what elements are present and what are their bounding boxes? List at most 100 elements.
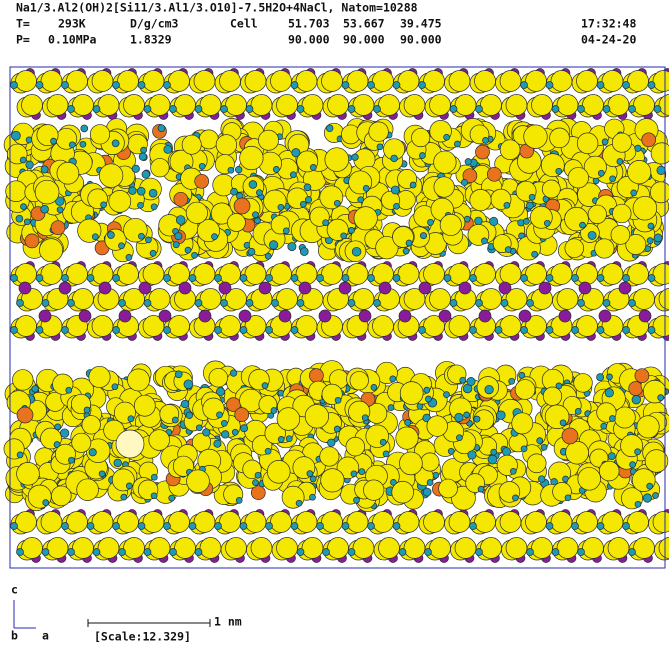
hydrogen — [546, 82, 553, 89]
oxygen — [47, 95, 68, 116]
oxygen — [175, 538, 196, 559]
hydrogen — [648, 275, 655, 282]
oxygen — [363, 480, 384, 501]
hydrogen — [144, 549, 151, 556]
oxygen — [227, 213, 245, 231]
hydrogen — [538, 476, 545, 483]
ion — [195, 174, 209, 188]
hydrogen — [99, 471, 105, 477]
oxygen — [424, 264, 445, 285]
oxygen — [379, 538, 400, 559]
page: {"header": { "title": "Na1/3.Al2(OH)2[Si… — [0, 0, 669, 648]
hydrogen — [84, 407, 90, 413]
aluminium — [19, 282, 31, 294]
hydrogen — [572, 275, 579, 282]
hydrogen — [654, 234, 662, 242]
oxygen — [500, 512, 521, 533]
label: T= — [16, 17, 30, 31]
hydrogen — [597, 327, 604, 334]
hydrogen — [456, 435, 462, 441]
oxygen — [328, 538, 349, 559]
oxygen — [175, 95, 196, 116]
hydrogen — [565, 495, 571, 501]
hydrogen — [114, 459, 122, 467]
hydrogen — [380, 439, 386, 445]
hydrogen — [552, 106, 559, 113]
hydrogen — [62, 275, 69, 282]
hydrogen — [291, 82, 298, 89]
oxygen — [599, 461, 619, 481]
hydrogen — [648, 223, 654, 229]
aluminium — [279, 310, 291, 322]
oxygen — [557, 538, 578, 559]
hydrogen — [454, 141, 460, 147]
hydrogen — [290, 172, 296, 178]
oxygen — [628, 512, 649, 533]
oxygen — [127, 369, 149, 391]
hydrogen — [317, 275, 324, 282]
oxygen — [398, 512, 419, 533]
hydrogen — [597, 82, 604, 89]
hydrogen — [510, 468, 516, 474]
oxygen — [470, 189, 491, 210]
hydrogen — [603, 106, 610, 113]
oxygen — [149, 289, 170, 310]
hydrogen — [278, 436, 284, 442]
oxygen — [134, 395, 155, 416]
oxygen — [577, 133, 598, 154]
oxygen — [245, 512, 266, 533]
oxygen — [296, 316, 317, 337]
oxygen — [92, 71, 113, 92]
hydrogen — [603, 300, 610, 307]
oxygen — [430, 289, 451, 310]
oxygen — [328, 95, 349, 116]
oxygen — [200, 289, 221, 310]
hydrogen — [138, 523, 145, 530]
oxygen — [347, 264, 368, 285]
hydrogen — [334, 200, 340, 206]
oxygen — [551, 264, 572, 285]
aluminium — [339, 282, 351, 294]
hydrogen — [575, 408, 581, 414]
hydrogen — [304, 184, 311, 191]
hydrogen — [80, 141, 86, 147]
hydrogen — [129, 187, 137, 195]
oxygen — [277, 289, 298, 310]
oxygen — [353, 538, 374, 559]
oxygen — [92, 264, 113, 285]
oxygen — [353, 289, 374, 310]
hydrogen — [648, 82, 655, 89]
oxygen — [67, 512, 88, 533]
oxygen — [92, 316, 113, 337]
hydrogen — [246, 106, 253, 113]
oxygen — [12, 370, 33, 391]
hydrogen — [653, 493, 659, 499]
oxygen — [325, 148, 349, 172]
aluminium — [299, 282, 311, 294]
axis-label: b — [11, 629, 18, 643]
oxygen — [51, 486, 71, 506]
oxygen — [194, 71, 215, 92]
oxygen — [526, 264, 547, 285]
hydrogen — [647, 238, 653, 244]
hydrogen — [354, 497, 360, 503]
oxygen — [551, 512, 572, 533]
hydrogen — [643, 494, 651, 502]
oxygen — [16, 512, 37, 533]
hydrogen — [657, 166, 666, 175]
oxygen — [118, 512, 139, 533]
oxygen — [557, 289, 578, 310]
hydrogen — [203, 429, 210, 436]
oxygen — [118, 264, 139, 285]
oxygen — [651, 143, 669, 164]
oxygen — [611, 225, 630, 244]
oxygen — [557, 95, 578, 116]
oxygen — [6, 181, 27, 202]
aluminium — [239, 310, 251, 322]
hydrogen — [632, 395, 641, 404]
aluminium — [159, 310, 171, 322]
date: 04-24-20 — [581, 33, 636, 47]
hydrogen — [215, 327, 222, 334]
hydrogen — [81, 125, 88, 132]
hydrogen — [368, 275, 375, 282]
